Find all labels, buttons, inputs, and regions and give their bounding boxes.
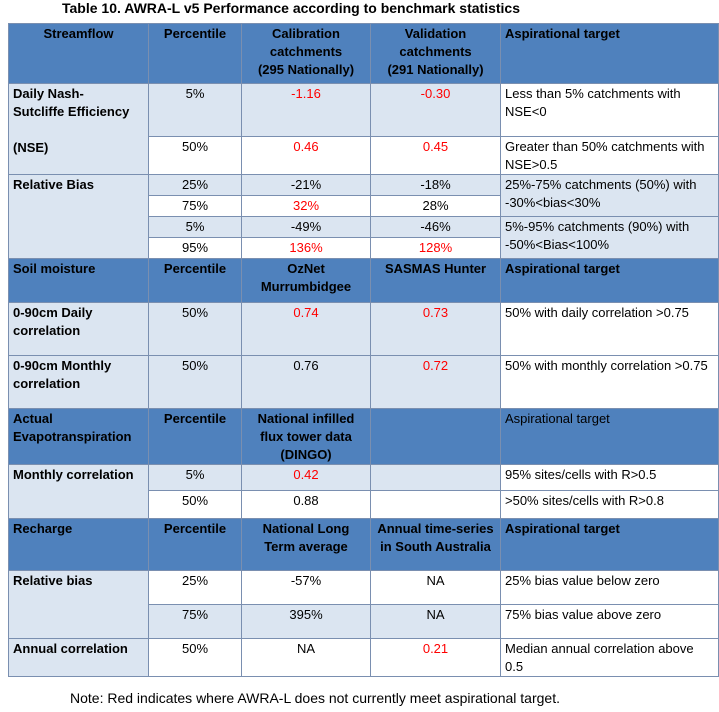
aspirational-target-header: Aspirational target: [500, 518, 719, 571]
validation-cell: 0.45: [370, 136, 501, 175]
oznet-cell: 0.76: [241, 355, 371, 409]
calibration-cell: -49%: [241, 216, 371, 238]
target-cell: 5%-95% catchments (90%) with -50%<Bias<1…: [500, 216, 719, 259]
et-header-row: Actual Evapotranspiration Percentile Nat…: [8, 408, 719, 465]
dingo-header: National infilled flux tower data (DINGO…: [241, 408, 371, 465]
relative-bias-label: Relative Bias: [8, 174, 149, 259]
south-australia-cell: NA: [370, 604, 501, 639]
percentile-cell: 50%: [148, 355, 242, 409]
target-cell: Less than 5% catchments with NSE<0: [500, 83, 719, 137]
footnote: Note: Red indicates where AWRA-L does no…: [70, 690, 560, 706]
validation-cell: -46%: [370, 216, 501, 238]
aspirational-target-header: Aspirational target: [500, 258, 719, 303]
aspirational-target-header: Aspirational target: [500, 23, 719, 84]
percentile-header: Percentile: [148, 23, 242, 84]
table-row: 50% 0.88 >50% sites/cells with R>0.8: [9, 490, 719, 519]
percentile-header: Percentile: [148, 518, 242, 571]
percentile-cell: 50%: [148, 490, 242, 519]
validation-cell: 28%: [370, 195, 501, 217]
table-row: 95% 136% 128%: [9, 237, 719, 259]
aspirational-target-header: Aspirational target: [500, 408, 719, 465]
streamflow-header-row: Streamflow Percentile Calibration catchm…: [8, 23, 719, 84]
sasmas-header: SASMAS Hunter: [370, 258, 501, 303]
target-cell: 75% bias value above zero: [500, 604, 719, 639]
recharge-relative-bias-label: Relative bias: [8, 570, 149, 639]
table-row: 0-90cm Monthly correlation 50% 0.76 0.72…: [8, 355, 719, 409]
recharge-header-row: Recharge Percentile National Long Term a…: [8, 518, 719, 571]
empty-header: [370, 408, 501, 465]
dingo-cell: 0.42: [241, 464, 371, 491]
percentile-cell: 75%: [148, 604, 242, 639]
annual-correlation-label: Annual correlation: [8, 638, 149, 677]
percentile-cell: 5%: [148, 464, 242, 491]
target-cell: Greater than 50% catchments with NSE>0.5: [500, 136, 719, 175]
table-title: Table 10. AWRA-L v5 Performance accordin…: [62, 0, 520, 16]
percentile-cell: 75%: [148, 195, 242, 217]
table-row: Annual correlation 50% NA 0.21 Median an…: [8, 638, 719, 677]
table-row: 0-90cm Daily correlation 50% 0.74 0.73 5…: [8, 302, 719, 356]
south-australia-cell: 0.21: [370, 638, 501, 677]
empty-cell: [370, 464, 501, 491]
calibration-cell: 32%: [241, 195, 371, 217]
benchmark-table: Streamflow Percentile Calibration catchm…: [8, 23, 719, 677]
et-monthly-correlation-label: Monthly correlation: [8, 464, 149, 519]
percentile-cell: 5%: [148, 83, 242, 137]
validation-cell: 128%: [370, 237, 501, 259]
dingo-cell: 0.88: [241, 490, 371, 519]
daily-correlation-label: 0-90cm Daily correlation: [8, 302, 149, 356]
target-cell: 50% with monthly correlation >0.75: [500, 355, 719, 409]
validation-header: Validation catchments (291 Nationally): [370, 23, 501, 84]
validation-cell: -18%: [370, 174, 501, 196]
recharge-header: Recharge: [8, 518, 149, 571]
et-header: Actual Evapotranspiration: [8, 408, 149, 465]
target-cell: >50% sites/cells with R>0.8: [500, 490, 719, 519]
oznet-header: OzNet Murrumbidgee: [241, 258, 371, 303]
percentile-header: Percentile: [148, 258, 242, 303]
table-row: Daily Nash- Sutcliffe Efficiency (NSE) 5…: [8, 83, 719, 175]
monthly-correlation-label: 0-90cm Monthly correlation: [8, 355, 149, 409]
target-cell: Median annual correlation above 0.5: [500, 638, 719, 677]
percentile-header: Percentile: [148, 408, 242, 465]
long-term-cell: -57%: [241, 570, 371, 605]
streamflow-header: Streamflow: [8, 23, 149, 84]
percentile-cell: 50%: [148, 638, 242, 677]
percentile-cell: 5%: [148, 216, 242, 238]
table-row: 50% 0.46 0.45 Greater than 50% catchment…: [9, 136, 719, 175]
target-cell: 95% sites/cells with R>0.5: [500, 464, 719, 491]
validation-cell: -0.30: [370, 83, 501, 137]
long-term-average-header: National Long Term average: [241, 518, 371, 571]
percentile-cell: 95%: [148, 237, 242, 259]
empty-cell: [370, 490, 501, 519]
percentile-cell: 25%: [148, 570, 242, 605]
soil-moisture-header-row: Soil moisture Percentile OzNet Murrumbid…: [8, 258, 719, 303]
percentile-cell: 50%: [148, 136, 242, 175]
calibration-cell: 136%: [241, 237, 371, 259]
table-row: 5% -49% -46% 5%-95% catchments (90%) wit…: [9, 216, 719, 259]
table-row: Relative Bias 25% -21% -18% 25%-75% catc…: [8, 174, 719, 259]
calibration-header: Calibration catchments (295 Nationally): [241, 23, 371, 84]
target-cell: 25% bias value below zero: [500, 570, 719, 605]
calibration-cell: 0.46: [241, 136, 371, 175]
nse-label: Daily Nash- Sutcliffe Efficiency (NSE): [8, 83, 149, 175]
long-term-cell: NA: [241, 638, 371, 677]
target-cell: 50% with daily correlation >0.75: [500, 302, 719, 356]
target-cell: 25%-75% catchments (50%) with -30%<bias<…: [500, 174, 719, 217]
percentile-cell: 50%: [148, 302, 242, 356]
table-row: 75% 32% 28%: [9, 195, 719, 217]
long-term-cell: 395%: [241, 604, 371, 639]
sasmas-cell: 0.72: [370, 355, 501, 409]
percentile-cell: 25%: [148, 174, 242, 196]
south-australia-cell: NA: [370, 570, 501, 605]
south-australia-header: Annual time-series in South Australia: [370, 518, 501, 571]
soil-moisture-header: Soil moisture: [8, 258, 149, 303]
table-row: Monthly correlation 5% 0.42 95% sites/ce…: [8, 464, 719, 519]
calibration-cell: -21%: [241, 174, 371, 196]
sasmas-cell: 0.73: [370, 302, 501, 356]
table-row: Relative bias 25% -57% NA 25% bias value…: [8, 570, 719, 639]
oznet-cell: 0.74: [241, 302, 371, 356]
calibration-cell: -1.16: [241, 83, 371, 137]
